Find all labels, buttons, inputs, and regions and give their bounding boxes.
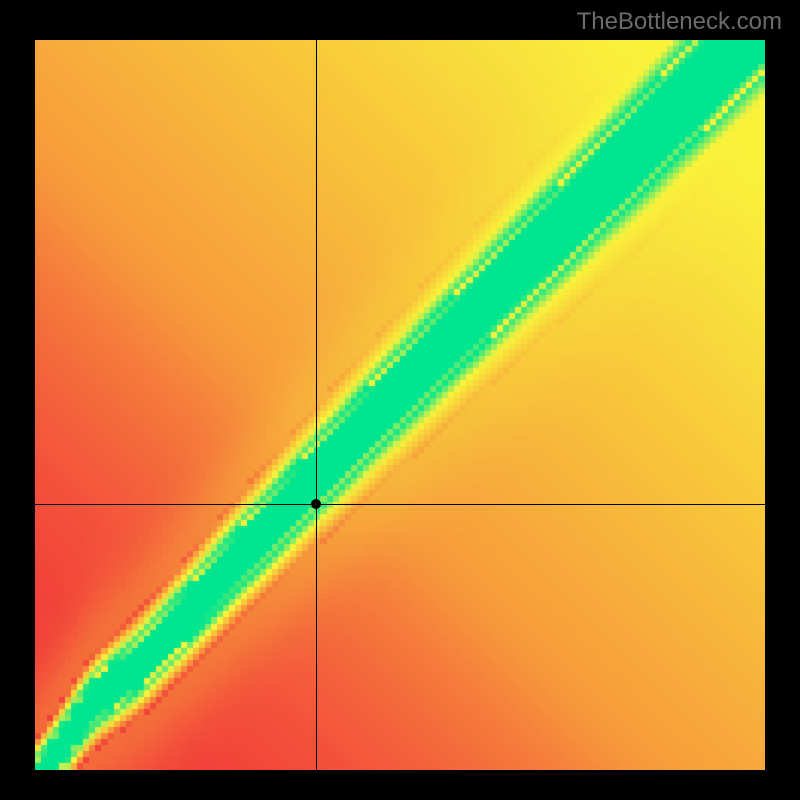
plot-area (35, 40, 765, 770)
crosshair-horizontal (35, 504, 765, 505)
crosshair-vertical (316, 40, 317, 770)
figure-container: TheBottleneck.com (0, 0, 800, 800)
crosshair-point (311, 499, 321, 509)
watermark-text: TheBottleneck.com (577, 8, 782, 36)
